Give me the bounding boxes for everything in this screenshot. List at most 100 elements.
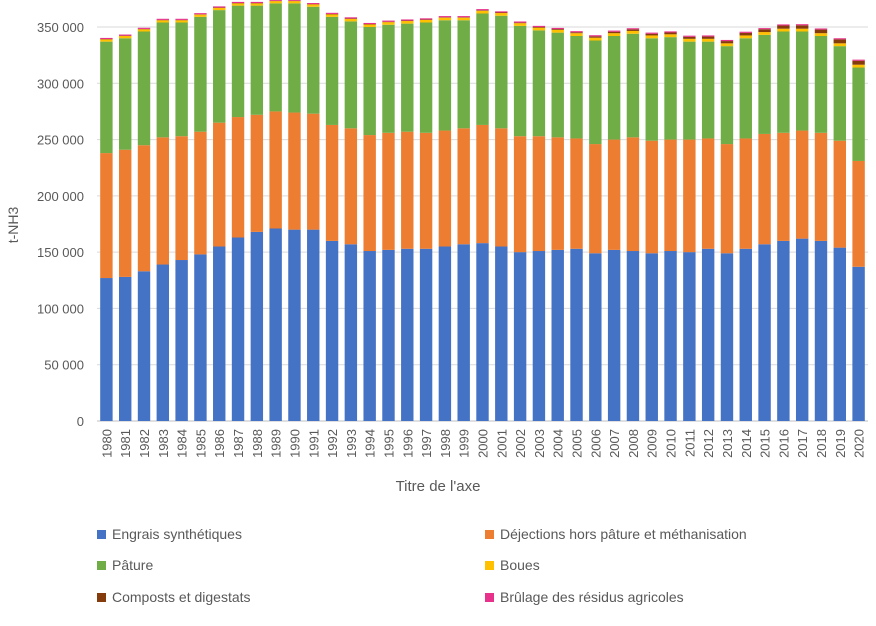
bar-segment-5 <box>137 27 151 29</box>
x-tick-label: 1985 <box>193 429 208 458</box>
bar-segment-1 <box>495 128 508 247</box>
bar-segment-2 <box>645 38 658 141</box>
bar-segment-1 <box>607 139 621 250</box>
bar-segment-2 <box>476 13 489 125</box>
bar-segment-3 <box>495 13 508 16</box>
bar-segment-1 <box>833 140 846 248</box>
y-tick-label: 100 000 <box>37 301 84 316</box>
x-tick-label: 1995 <box>381 429 396 458</box>
bar-segment-5 <box>495 11 508 13</box>
x-tick-label: 2003 <box>532 429 547 458</box>
bar-segment-2 <box>269 3 282 112</box>
bar-segment-2 <box>194 16 207 132</box>
bar-segment-4 <box>739 32 752 36</box>
bar-segment-1 <box>852 160 865 267</box>
bar-segment-0 <box>231 237 245 421</box>
bar-segment-2 <box>401 23 414 132</box>
bar-segment-0 <box>664 251 677 421</box>
bar-segment-3 <box>814 33 828 37</box>
bar-segment-0 <box>833 247 846 421</box>
x-tick-label: 1997 <box>419 429 434 458</box>
bar-segment-3 <box>194 14 207 17</box>
bar-segment-5 <box>325 12 339 14</box>
bar-segment-1 <box>137 145 151 272</box>
bar-segment-3 <box>626 30 640 34</box>
y-tick-label: 0 <box>77 414 84 429</box>
bar-segment-0 <box>307 229 320 421</box>
legend-label: Composts et digestats <box>112 589 251 605</box>
x-tick-label: 1992 <box>325 429 340 458</box>
bar-segment-3 <box>551 29 564 33</box>
x-tick-label: 1994 <box>363 429 378 458</box>
bar-segment-1 <box>532 136 546 252</box>
bar-segment-1 <box>175 136 188 261</box>
x-tick-label: 1987 <box>231 429 246 458</box>
bar-segment-3 <box>344 18 358 22</box>
bar-segment-4 <box>795 25 809 29</box>
bar-segment-3 <box>119 36 132 39</box>
legend-item: Brûlage des résidus agricoles <box>485 589 684 605</box>
bar-segment-0 <box>213 246 226 421</box>
x-tick-label: 2001 <box>494 429 509 458</box>
bar-segment-3 <box>513 23 527 26</box>
bar-segment-2 <box>231 5 245 118</box>
bar-segment-1 <box>194 131 207 255</box>
bar-segment-0 <box>758 244 771 421</box>
bar-segment-2 <box>852 67 865 161</box>
bar-segment-5 <box>100 37 113 40</box>
bar-segment-0 <box>269 228 282 421</box>
bar-segment-1 <box>795 130 809 239</box>
x-tick-label: 1983 <box>156 429 171 458</box>
bar-segment-3 <box>137 29 151 32</box>
bar-segment-0 <box>513 252 527 421</box>
bar-segment-5 <box>814 28 828 30</box>
bar-segment-2 <box>758 34 771 134</box>
bar-segment-3 <box>701 38 715 42</box>
bar-segment-3 <box>795 28 809 32</box>
x-tick-label: 1984 <box>175 429 190 458</box>
bar-segment-4 <box>645 33 658 36</box>
x-tick-label: 2009 <box>645 429 660 458</box>
bar-segment-0 <box>363 251 376 421</box>
bar-segment-5 <box>701 35 715 37</box>
bar-segment-5 <box>175 18 188 20</box>
bar-segment-5 <box>607 30 621 32</box>
bar-segment-2 <box>589 40 602 145</box>
bar-segment-2 <box>213 10 226 123</box>
bar-segment-1 <box>344 128 358 245</box>
bar-segment-0 <box>175 260 188 421</box>
x-tick-label: 2020 <box>852 429 867 458</box>
bar-segment-1 <box>814 132 828 241</box>
legend-swatch <box>485 560 494 570</box>
bar-segment-0 <box>119 276 132 421</box>
bar-segment-1 <box>419 132 433 249</box>
bar-segment-3 <box>739 35 752 39</box>
bar-segment-1 <box>307 113 320 230</box>
bar-segment-4 <box>758 29 771 33</box>
bar-segment-1 <box>570 138 583 249</box>
bar-segment-3 <box>664 34 677 38</box>
x-tick-label: 1991 <box>306 429 321 458</box>
bar-segment-1 <box>363 135 376 252</box>
bar-segment-5 <box>269 0 282 1</box>
x-tick-label: 1982 <box>137 429 152 458</box>
x-tick-label: 2005 <box>570 429 585 458</box>
bar-segment-2 <box>551 32 564 138</box>
bar-segment-3 <box>833 43 846 47</box>
bar-segment-2 <box>344 21 358 129</box>
bar-segment-1 <box>701 138 715 249</box>
bar-segment-5 <box>419 18 433 20</box>
x-tick-label: 2013 <box>720 429 735 458</box>
plot-area: 0 50 000 100 000 150 000 200 000 250 000 300 0… <box>5 0 868 458</box>
legend-item: Composts et digestats <box>97 589 251 605</box>
bar-segment-0 <box>645 253 658 421</box>
bar-segment-0 <box>344 244 358 421</box>
bar-segment-0 <box>795 238 809 421</box>
legend-label: Brûlage des résidus agricoles <box>500 589 684 605</box>
bar-segment-0 <box>382 249 395 421</box>
bar-segment-4 <box>476 10 489 11</box>
bar-segment-2 <box>532 30 546 137</box>
bar-segment-4 <box>607 31 621 34</box>
bar-segment-1 <box>382 132 395 250</box>
